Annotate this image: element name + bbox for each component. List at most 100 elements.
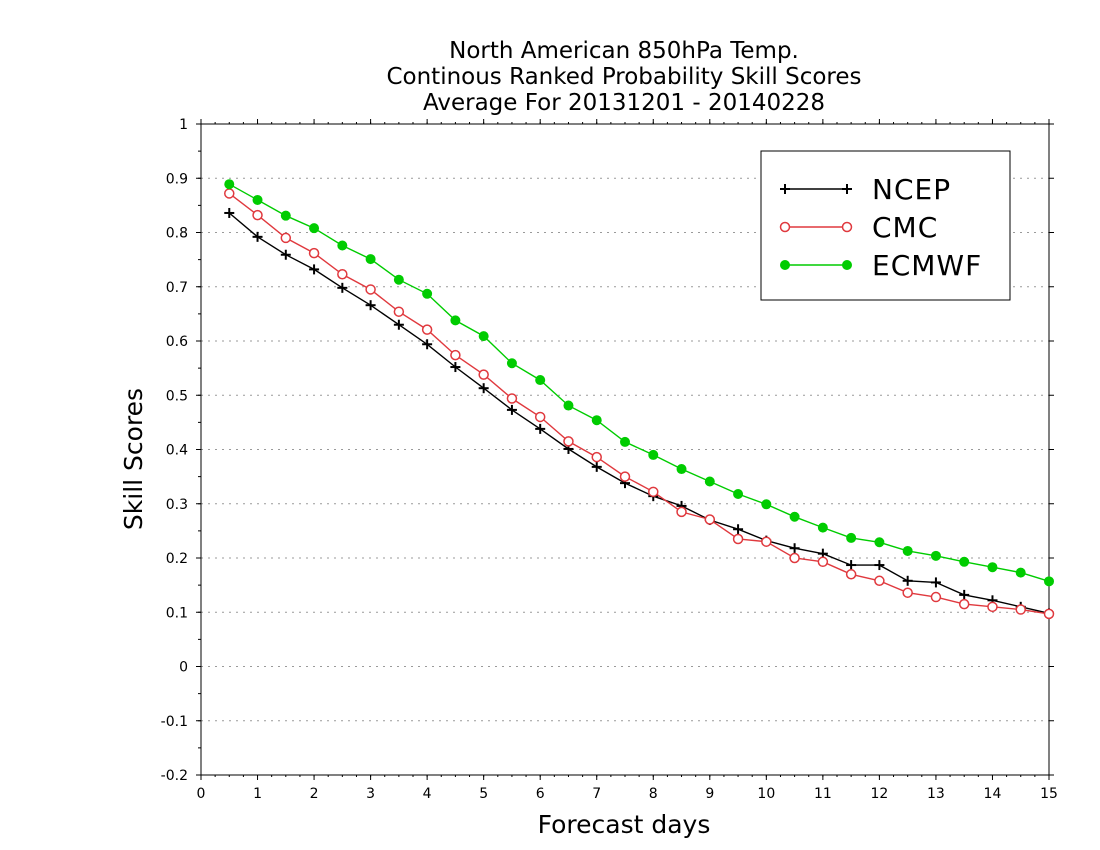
data-point-cmc <box>478 369 489 380</box>
data-point-cmc <box>591 451 602 463</box>
data-point-ecmwf <box>309 223 320 234</box>
data-point-ecmwf <box>676 464 687 475</box>
data-point-ncep <box>846 560 857 571</box>
x-tick-label: 9 <box>705 786 714 802</box>
data-point-ncep <box>789 543 800 554</box>
legend-entry-ecmwf: ECMWF <box>780 249 982 282</box>
data-point-ecmwf <box>846 532 857 543</box>
data-point-ncep <box>309 264 320 275</box>
data-point-ncep <box>506 404 517 415</box>
legend-box <box>760 150 1011 301</box>
data-point-cmc <box>761 536 772 547</box>
data-point-cmc <box>1043 608 1055 620</box>
x-tick-label: 15 <box>1040 786 1058 802</box>
data-point-ecmwf <box>478 331 489 342</box>
y-tick-label: 0.2 <box>166 551 188 567</box>
legend-marker-ncep <box>842 184 852 194</box>
chart-title-line-3: Average For 20131201 - 20140228 <box>423 90 825 116</box>
data-point-ncep <box>733 524 744 535</box>
data-point-cmc <box>845 569 857 580</box>
data-point-cmc <box>930 591 942 603</box>
data-point-cmc <box>450 349 461 361</box>
data-point-cmc <box>789 552 800 564</box>
x-tick-label: 2 <box>310 786 319 802</box>
data-point-ncep <box>959 589 970 600</box>
data-point-ncep <box>422 339 433 350</box>
data-point-ecmwf <box>761 499 772 510</box>
data-point-cmc <box>704 514 716 525</box>
data-point-cmc <box>280 232 292 244</box>
data-point-ecmwf <box>365 254 376 265</box>
data-point-cmc <box>958 598 970 610</box>
y-tick-label: 0.6 <box>166 334 188 350</box>
data-point-cmc <box>224 188 235 199</box>
y-tick-label: 0.8 <box>166 226 188 242</box>
y-tick-label: 0.1 <box>166 605 188 621</box>
data-point-ncep <box>280 249 291 260</box>
x-tick-label: 8 <box>649 786 658 802</box>
data-point-cmc <box>817 556 829 568</box>
data-point-ecmwf <box>789 511 800 522</box>
data-point-ncep <box>224 207 235 218</box>
axes: -0.2-0.100.10.20.30.40.50.60.70.80.910 1 2… <box>161 117 1058 802</box>
x-tick-label: 13 <box>927 786 945 802</box>
data-point-ecmwf <box>535 375 546 386</box>
legend-marker-ncep <box>780 184 790 194</box>
x-tick-label: 0 <box>197 786 206 802</box>
data-point-ecmwf <box>817 522 828 533</box>
data-point-cmc <box>534 411 546 423</box>
data-point-cmc <box>365 284 376 295</box>
x-tick-label: 10 <box>757 786 775 802</box>
y-tick-label: 0.5 <box>166 388 188 404</box>
data-point-ecmwf <box>280 210 291 221</box>
data-point-ncep <box>337 282 348 293</box>
data-point-ncep <box>252 231 263 242</box>
data-point-ecmwf <box>1044 576 1054 587</box>
data-point-cmc <box>252 209 263 221</box>
data-point-cmc <box>987 601 998 613</box>
data-point-ncep <box>478 383 489 394</box>
x-tick-label: 7 <box>592 786 601 802</box>
data-point-ncep <box>930 577 941 588</box>
x-tick-label: 4 <box>423 786 432 802</box>
legend-label-cmc: CMC <box>872 211 938 244</box>
x-tick-label: 14 <box>984 786 1002 802</box>
data-point-ncep <box>365 300 376 311</box>
data-point-ecmwf <box>987 562 998 573</box>
legend: NCEP CMC ECMWF <box>760 150 1011 301</box>
x-tick-label: 6 <box>536 786 545 802</box>
data-point-ecmwf <box>902 545 913 556</box>
x-tick-label: 3 <box>366 786 375 802</box>
data-point-cmc <box>308 247 320 259</box>
legend-label-ecmwf: ECMWF <box>872 249 982 282</box>
data-point-cmc <box>874 575 885 587</box>
data-point-cmc <box>337 269 348 280</box>
data-point-ncep <box>874 560 885 571</box>
x-tick-label: 12 <box>870 786 888 802</box>
data-point-ecmwf <box>224 179 235 190</box>
data-point-ecmwf <box>733 488 744 499</box>
data-point-ecmwf <box>563 400 574 411</box>
y-tick-label: 0.4 <box>166 443 188 459</box>
data-point-ecmwf <box>930 550 941 561</box>
chart-title-line-1: North American 850hPa Temp. <box>449 38 799 64</box>
x-axis-label: Forecast days <box>538 810 711 839</box>
data-series <box>224 179 1055 620</box>
data-point-ncep <box>902 575 913 586</box>
y-tick-label: 1 <box>179 117 188 133</box>
x-tick-label: 5 <box>479 786 488 802</box>
legend-marker-ecmwf <box>780 260 790 270</box>
x-tick-label: 11 <box>814 786 832 802</box>
data-point-cmc <box>676 506 687 518</box>
data-point-ecmwf <box>620 436 630 447</box>
data-point-ecmwf <box>422 288 433 299</box>
data-point-ecmwf <box>506 358 517 369</box>
x-tick-label: 1 <box>253 786 262 802</box>
data-point-ecmwf <box>959 556 970 567</box>
data-point-ecmwf <box>450 315 461 326</box>
data-point-cmc <box>421 324 433 335</box>
data-point-cmc <box>619 471 631 482</box>
data-point-ecmwf <box>1015 567 1026 578</box>
legend-entry-cmc: CMC <box>779 211 938 244</box>
